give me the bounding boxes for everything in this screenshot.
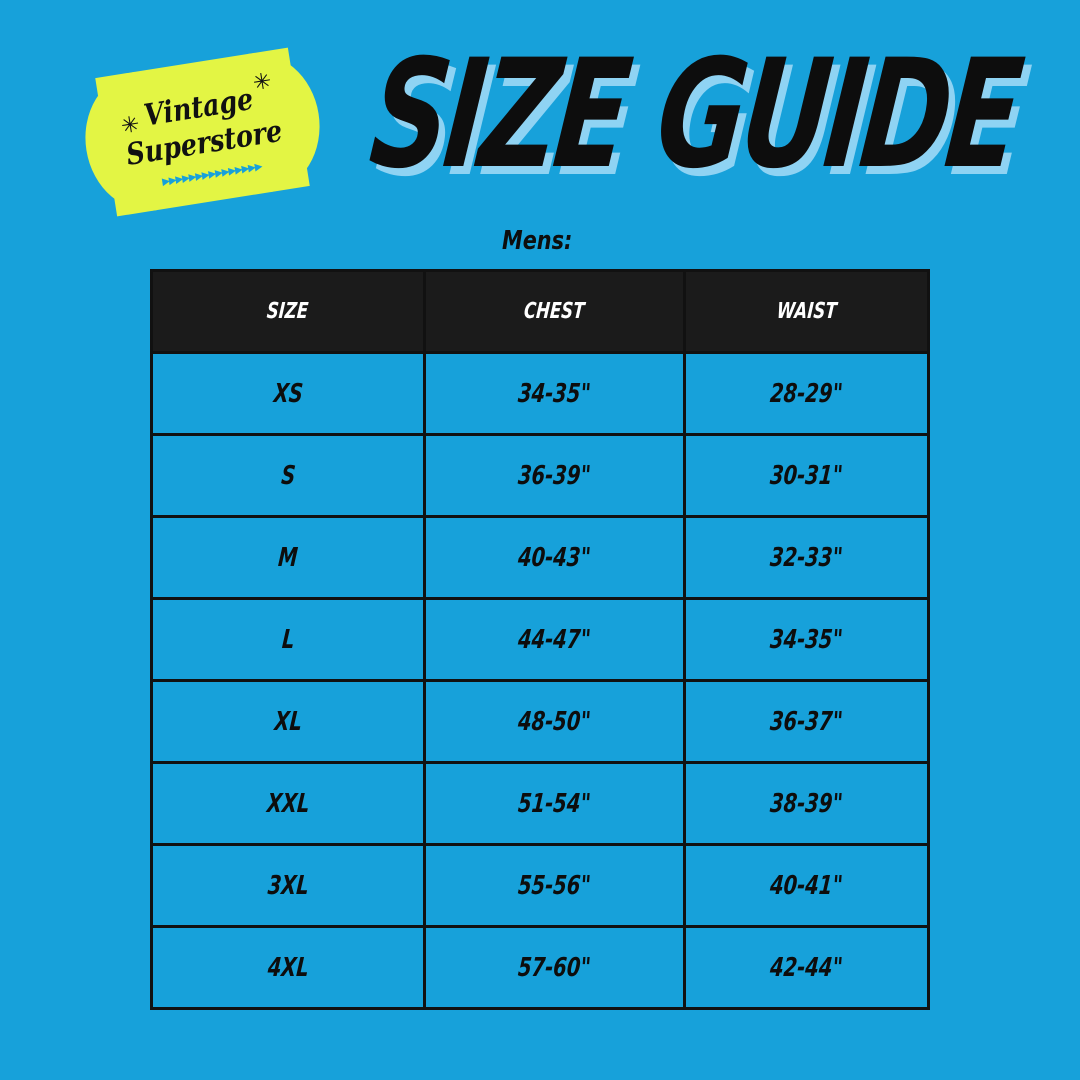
cell-waist: 34-35" <box>683 597 930 682</box>
cell-size: M <box>150 515 426 600</box>
cell-size: XXL <box>150 761 426 846</box>
section-label: Mens: <box>502 226 573 256</box>
table-header-row: SIZE CHEST WAIST <box>150 269 930 354</box>
table-row: 4XL 57-60" 42-44" <box>150 925 930 1010</box>
cell-size: 3XL <box>150 843 426 928</box>
header-size: SIZE <box>150 269 426 354</box>
vintage-superstore-logo: ✳ ✳ Vintage Superstore ▶▶▶▶▶▶▶▶▶▶▶▶▶▶▶ <box>75 44 330 220</box>
cell-chest: 44-47" <box>423 597 686 682</box>
cell-waist: 36-37" <box>683 679 930 764</box>
cell-chest: 34-35" <box>423 351 686 436</box>
cell-chest: 40-43" <box>423 515 686 600</box>
cell-chest: 57-60" <box>423 925 686 1010</box>
cell-size: L <box>150 597 426 682</box>
cell-waist: 32-33" <box>683 515 930 600</box>
table-row: XXL 51-54" 38-39" <box>150 761 930 846</box>
table-row: L 44-47" 34-35" <box>150 597 930 682</box>
cell-chest: 51-54" <box>423 761 686 846</box>
cell-waist: 42-44" <box>683 925 930 1010</box>
cell-waist: 30-31" <box>683 433 930 518</box>
size-table: SIZE CHEST WAIST XS 34-35" 28-29" S 36-39" 30… <box>150 269 930 1010</box>
cell-waist: 40-41" <box>683 843 930 928</box>
table-row: XL 48-50" 36-37" <box>150 679 930 764</box>
cell-chest: 36-39" <box>423 433 686 518</box>
cell-size: 4XL <box>150 925 426 1010</box>
table-row: S 36-39" 30-31" <box>150 433 930 518</box>
table-row: M 40-43" 32-33" <box>150 515 930 600</box>
cell-chest: 48-50" <box>423 679 686 764</box>
table-row: 3XL 55-56" 40-41" <box>150 843 930 928</box>
table-row: XS 34-35" 28-29" <box>150 351 930 436</box>
cell-size: S <box>150 433 426 518</box>
cell-waist: 28-29" <box>683 351 930 436</box>
header-chest: CHEST <box>423 269 686 354</box>
cell-waist: 38-39" <box>683 761 930 846</box>
cell-chest: 55-56" <box>423 843 686 928</box>
cell-size: XS <box>150 351 426 436</box>
cell-size: XL <box>150 679 426 764</box>
page-title: SIZE GUIDE <box>363 28 1026 202</box>
header-waist: WAIST <box>683 269 930 354</box>
